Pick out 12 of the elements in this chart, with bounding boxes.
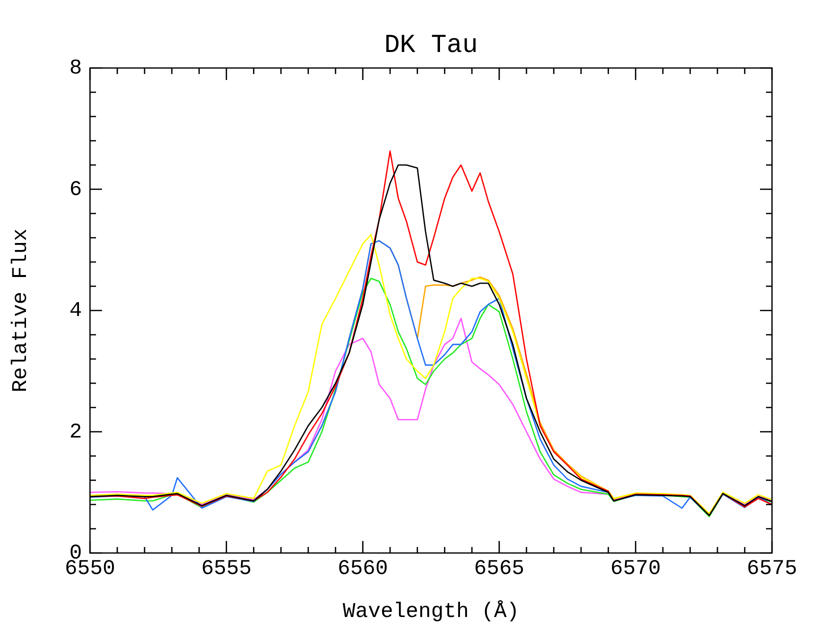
y-tick-label: 4 xyxy=(69,300,82,324)
x-tick-label: 6565 xyxy=(474,558,524,582)
y-tick-label: 8 xyxy=(69,58,82,81)
y-tick-label: 2 xyxy=(69,421,82,444)
x-tick-label: 6560 xyxy=(338,558,388,582)
y-axis-title: Relative Flux xyxy=(10,228,34,392)
x-tick-label: 6555 xyxy=(201,558,252,582)
chart-title: DK Tau xyxy=(384,30,478,60)
x-tick-label: 6575 xyxy=(746,558,798,582)
y-tick-label: 6 xyxy=(69,178,82,202)
x-axis-title: Wavelength (Å) xyxy=(342,600,520,624)
x-tick-label: 6570 xyxy=(610,558,661,582)
